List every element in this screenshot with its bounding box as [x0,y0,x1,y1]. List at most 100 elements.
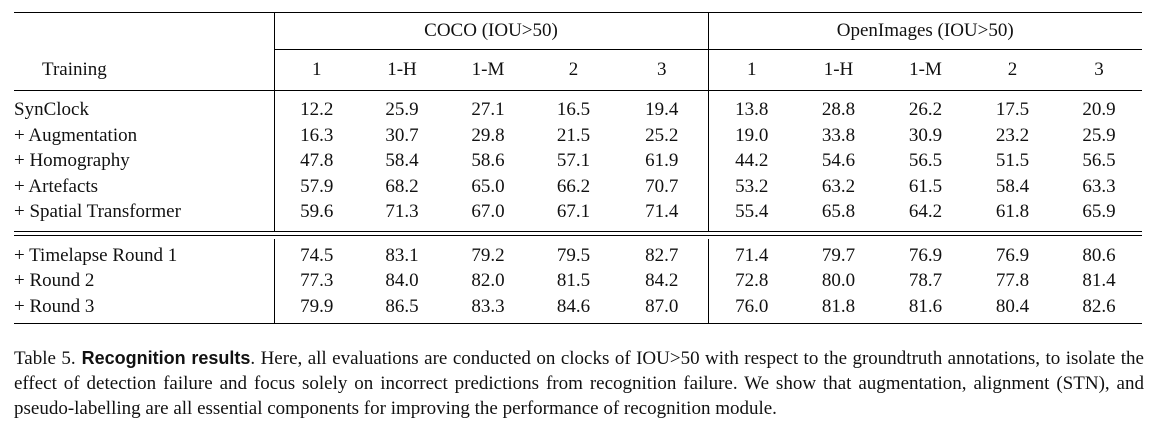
table-cell: 55.4 [735,201,769,222]
table-cell: 12.2 [300,99,334,120]
table-cell: 21.5 [556,124,591,146]
table-cell: 19.4 [616,90,709,123]
column-header: 1-H [359,49,445,91]
empty-corner [14,13,275,50]
table-cell: 16.5 [556,99,591,120]
table-cell: 78.7 [908,270,943,291]
table-cell: 54.6 [821,150,856,171]
table-cell: 58.4 [995,175,1030,197]
table-cell: 56.5 [1082,150,1116,171]
table-cell: 70.7 [616,173,709,199]
table-cell: 66.2 [556,175,591,197]
table-cell: 83.1 [385,244,419,266]
table-row: + Round 3 79.9 86.5 83.3 84.6 87.0 76.0 81.8 81.… [14,293,1142,324]
table-cell: 84.2 [616,268,709,294]
table-cell: 25.2 [616,122,709,148]
table-cell: 58.6 [471,150,505,171]
table-row: + Artefacts 57.9 68.2 65.0 66.2 70.7 53.2 63.2 6… [14,173,1142,199]
table-cell: 71.3 [385,201,419,222]
results-block-timelapse: + Timelapse Round 1 74.5 83.1 79.2 79.5 82.7 7… [14,238,1142,324]
table-cell: 82.6 [1056,293,1142,324]
table-cell: 81.8 [795,293,882,324]
table-cell: 30.9 [908,124,943,146]
recognition-results-table: COCO (IOU>50) OpenImages (IOU>50) Traini… [14,12,1142,324]
table-cell: 57.9 [300,175,334,197]
row-label: + Spatial Transformer [14,199,275,231]
training-column-header: Training [14,49,275,91]
table-cell: 81.6 [882,293,969,324]
column-header: 1 [274,49,359,91]
table-cell: 47.8 [300,150,334,171]
table-cell: 25.9 [385,99,419,120]
table-cell: 17.5 [995,99,1030,120]
table-cell: 63.3 [1082,175,1116,197]
row-label: + Timelapse Round 1 [14,238,275,268]
column-header: 3 [616,49,709,91]
top-rule [14,12,1142,13]
table-cell: 25.9 [1082,124,1116,146]
table-row: + Augmentation 16.3 30.7 29.8 21.5 25.2 19.0 33… [14,122,1142,148]
table-cell: 61.9 [616,148,709,174]
table-cell: 79.2 [471,244,505,266]
table-cell: 68.2 [385,175,419,197]
table-row: + Round 2 77.3 84.0 82.0 81.5 84.2 72.8 80.0 78.… [14,268,1142,294]
table-cell: 61.8 [995,201,1030,222]
table-cell: 44.2 [735,150,769,171]
table-row: + Spatial Transformer 59.6 71.3 67.0 67.1 71.… [14,199,1142,231]
table-cell: 65.0 [471,175,505,197]
table-cell: 63.2 [821,175,856,197]
table-cell: 27.1 [471,99,505,120]
table-row: + Homography 47.8 58.4 58.6 57.1 61.9 44.2 54.6… [14,148,1142,174]
column-header: 1-M [445,49,531,91]
table-cell: 76.0 [708,293,795,324]
caption-title: Recognition results [81,348,251,368]
table-cell: 16.3 [300,124,334,146]
column-header: 1-H [795,49,882,91]
table-cell: 82.0 [471,270,505,291]
table-cell: 80.6 [1082,244,1116,266]
row-label: + Round 2 [14,268,275,294]
table-cell: 67.0 [471,201,505,222]
table-cell: 58.4 [385,150,419,171]
table-cell: 51.5 [995,150,1030,171]
table-row: + Timelapse Round 1 74.5 83.1 79.2 79.5 82.7 7… [14,238,1142,268]
table-cell: 59.6 [300,201,334,222]
table-cell: 65.8 [821,201,856,222]
table-cell: 84.0 [385,270,419,291]
column-header: 2 [969,49,1056,91]
table-cell: 30.7 [385,124,419,146]
double-rule-top [14,230,1142,235]
table-cell: 26.2 [908,99,943,120]
table-caption: Table 5. Recognition results. Here, all e… [14,346,1144,421]
table-cell: 74.5 [300,244,334,266]
openimages-group-header: OpenImages (IOU>50) [708,13,1142,50]
table-cell: 61.5 [908,175,943,197]
table-cell: 64.2 [908,201,943,222]
table-cell: 56.5 [908,150,943,171]
row-label: + Artefacts [14,173,275,199]
column-header: 1 [708,49,795,91]
table-cell: 72.8 [735,270,769,291]
table-cell: 33.8 [821,124,856,146]
table-cell: 82.7 [616,238,709,268]
column-header: 1-M [882,49,969,91]
column-header: 3 [1056,49,1142,91]
row-label: + Round 3 [14,293,275,324]
table-cell: 76.9 [995,244,1030,266]
coco-group-header: COCO (IOU>50) [274,13,709,50]
table-cell: 57.1 [556,150,591,171]
table-cell: 80.4 [969,293,1056,324]
double-rule-bottom [14,234,1142,239]
table-cell: 71.4 [735,244,769,266]
table-cell: 23.2 [995,124,1030,146]
table-cell: 65.9 [1082,201,1116,222]
table-cell: 77.3 [300,270,334,291]
table-cell: 81.5 [556,270,591,291]
table-cell: 83.3 [445,293,531,324]
row-label: SynClock [14,90,275,123]
row-label: + Homography [14,148,275,174]
table-cell: 29.8 [471,124,505,146]
table-cell: 81.4 [1082,270,1116,291]
table-cell: 20.9 [1082,99,1116,120]
table-cell: 19.0 [735,124,769,146]
